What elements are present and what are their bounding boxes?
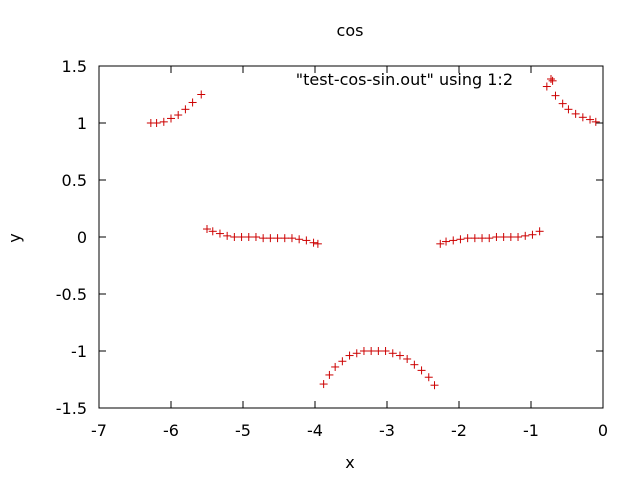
x-tick-label: 0 [598, 421, 608, 440]
x-tick-label: -5 [235, 421, 251, 440]
data-point [463, 234, 472, 243]
data-point [478, 234, 487, 243]
y-axis-ticks: 1.5 1 0.5 0 -0.5 -1 -1.5 [56, 57, 603, 418]
data-point [492, 233, 501, 241]
data-point [230, 233, 239, 241]
plot-frame [98, 65, 604, 409]
data-point [273, 234, 282, 243]
data-point [506, 233, 515, 241]
data-point [237, 233, 246, 241]
data-point [287, 234, 296, 243]
x-tick-label: -1 [523, 421, 539, 440]
data-point [449, 236, 458, 245]
data-point [499, 233, 508, 241]
y-axis-label: y [5, 233, 24, 242]
data-point [442, 237, 451, 246]
data-point [295, 235, 304, 244]
data-point [215, 229, 224, 238]
data-point [367, 347, 376, 355]
data-point [470, 234, 479, 243]
x-tick-label: -6 [163, 421, 179, 440]
data-point [424, 373, 433, 382]
data-point [395, 351, 404, 360]
legend-sample-point [547, 75, 555, 83]
data-point [548, 76, 557, 85]
legend-marker [547, 75, 555, 83]
data-point [309, 238, 318, 247]
x-tick-label: -7 [91, 421, 107, 440]
data-point [410, 360, 419, 369]
x-tick-label: -2 [451, 421, 467, 440]
data-point [313, 239, 322, 248]
data-point [174, 111, 183, 120]
data-point [302, 236, 311, 245]
data-point [374, 347, 383, 355]
data-point [514, 233, 523, 241]
data-point [244, 233, 253, 241]
data-point [586, 115, 595, 124]
data-point [266, 234, 275, 243]
data-point [223, 231, 232, 240]
y-tick-label: -1 [71, 342, 87, 361]
data-point [352, 349, 361, 358]
data-point [167, 114, 175, 123]
y-tick-label: 0.5 [62, 171, 87, 190]
data-point [159, 117, 168, 126]
data-point [181, 105, 190, 114]
data-point [319, 380, 328, 389]
data-point [331, 362, 340, 371]
data-point [152, 119, 161, 127]
data-point [203, 225, 211, 234]
data-point [578, 113, 587, 122]
data-point [345, 351, 354, 360]
data-points [146, 76, 600, 390]
y-tick-label: -1.5 [56, 399, 87, 418]
data-point [208, 227, 217, 236]
data-point [551, 91, 560, 100]
x-tick-label: -4 [307, 421, 323, 440]
data-point [430, 381, 439, 390]
y-tick-label: 0 [77, 228, 87, 247]
data-point [325, 370, 334, 379]
chart-title: cos [337, 21, 364, 40]
data-point [259, 234, 268, 243]
legend-label: "test-cos-sin.out" using 1:2 [296, 70, 513, 89]
data-point [571, 109, 580, 118]
data-point [280, 234, 289, 243]
data-point [417, 366, 426, 375]
y-tick-label: 1.5 [62, 57, 87, 76]
data-point [359, 347, 368, 355]
data-point [535, 227, 544, 236]
data-point [403, 354, 412, 363]
data-point [197, 90, 206, 99]
data-point [564, 105, 573, 114]
data-point [381, 347, 390, 355]
data-point [436, 239, 445, 248]
data-point [188, 98, 197, 107]
data-point [251, 233, 260, 241]
data-point [388, 349, 397, 358]
y-tick-label: 1 [77, 114, 87, 133]
data-point [558, 99, 567, 108]
data-point [528, 230, 537, 239]
x-tick-label: -3 [379, 421, 395, 440]
y-tick-label: -0.5 [56, 285, 87, 304]
x-axis-label: x [345, 453, 354, 472]
data-point [591, 117, 600, 126]
data-point [485, 234, 494, 243]
data-point [338, 357, 347, 366]
x-axis-ticks: -7 -6 -5 -4 -3 -2 -1 0 [91, 66, 608, 440]
data-point [542, 82, 551, 91]
data-point [521, 231, 530, 240]
data-point [456, 235, 465, 244]
